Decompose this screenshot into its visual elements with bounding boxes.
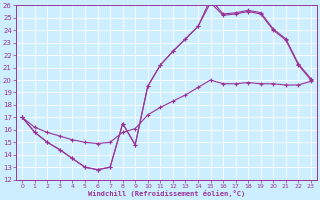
X-axis label: Windchill (Refroidissement éolien,°C): Windchill (Refroidissement éolien,°C) xyxy=(88,190,245,197)
